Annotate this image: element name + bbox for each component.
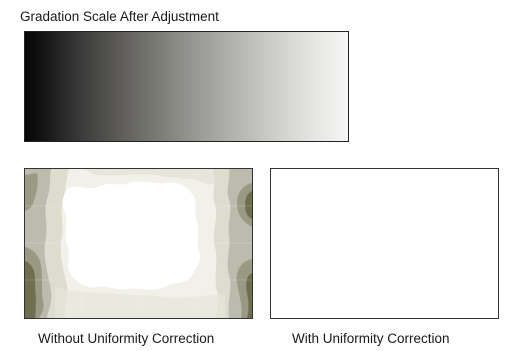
contour-right-top-level-5 [245,191,252,219]
contour-left-bottom-level-5 [25,261,36,318]
contour-band-bottom [55,287,225,318]
contour-right-bottom-level-5 [246,273,252,318]
contour-band-top [85,169,225,185]
with-correction-panel [270,168,499,319]
contour-gridlines [25,169,252,318]
contour-center-bright [62,181,201,290]
with-correction-caption: With Uniformity Correction [292,331,450,346]
gradation-scale-bar [24,31,349,142]
nonuniformity-contour-map [25,169,252,318]
contour-right-bottom-level-4 [236,259,252,318]
without-correction-panel [24,168,253,319]
without-correction-caption: Without Uniformity Correction [38,331,215,346]
gradation-scale-title: Gradation Scale After Adjustment [20,9,219,24]
contour-left-top-level-4 [25,173,38,211]
